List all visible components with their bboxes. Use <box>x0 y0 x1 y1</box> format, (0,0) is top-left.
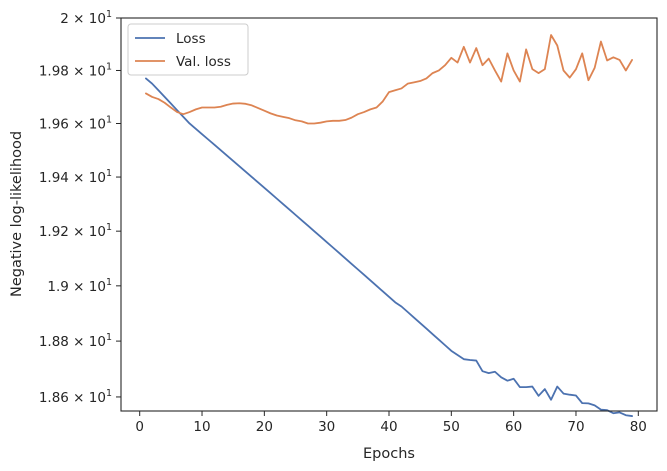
y-tick-label: 1.92 × 101 <box>39 222 112 240</box>
x-tick-label: 50 <box>443 419 460 435</box>
x-tick-label: 10 <box>193 419 210 435</box>
x-axis-label: Epochs <box>363 446 415 462</box>
series-line-loss <box>145 77 633 417</box>
series-line-val-loss <box>145 34 633 125</box>
x-tick-label: 0 <box>135 419 144 435</box>
y-axis-label: Negative log-likelihood <box>9 131 25 297</box>
legend: Loss Val. loss <box>127 23 249 76</box>
x-tick-label: 80 <box>630 419 647 435</box>
plot-area <box>121 18 657 411</box>
y-tick-label: 1.94 × 101 <box>39 168 112 186</box>
x-tick-label: 60 <box>505 419 522 435</box>
axis-ticks: 0 10 20 30 40 50 60 70 80 1.86 × 101 1.88 × 101 1.9… <box>39 9 647 435</box>
chart-marks <box>145 34 633 417</box>
y-tick-label: 1.88 × 101 <box>39 332 112 350</box>
plot-frame <box>120 17 658 412</box>
y-tick-label: 1.9 × 101 <box>47 277 112 295</box>
y-tick-label: 1.96 × 101 <box>39 114 112 132</box>
x-tick-label: 70 <box>567 419 584 435</box>
y-tick-label: 2 × 101 <box>60 9 112 27</box>
x-tick-label: 30 <box>318 419 335 435</box>
legend-label-loss: Loss <box>176 31 206 47</box>
legend-box <box>127 23 249 76</box>
y-tick-label: 1.98 × 101 <box>39 61 112 79</box>
y-tick-label: 1.86 × 101 <box>39 388 112 406</box>
x-tick-label: 20 <box>256 419 273 435</box>
x-tick-label: 40 <box>380 419 397 435</box>
legend-label-val-loss: Val. loss <box>176 54 231 70</box>
